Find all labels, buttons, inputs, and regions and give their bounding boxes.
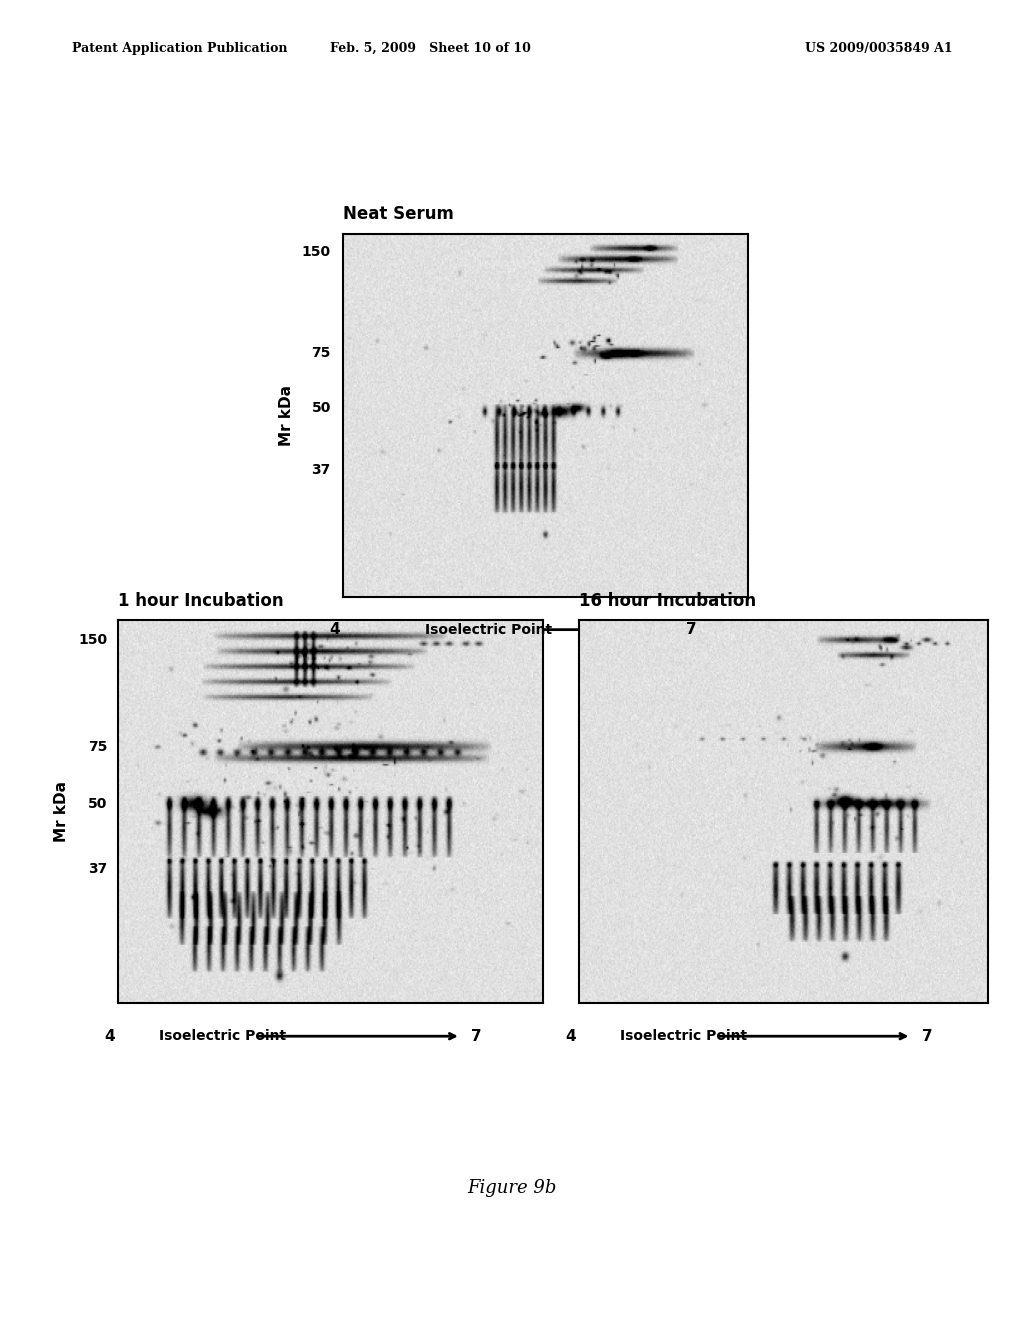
Text: 75: 75	[311, 346, 331, 360]
Text: Feb. 5, 2009   Sheet 10 of 10: Feb. 5, 2009 Sheet 10 of 10	[330, 42, 530, 55]
Text: 50: 50	[311, 401, 331, 414]
Text: 37: 37	[311, 462, 331, 477]
Text: Isoelectric Point: Isoelectric Point	[425, 623, 552, 636]
Text: 7: 7	[686, 622, 696, 638]
Text: Patent Application Publication: Patent Application Publication	[72, 42, 287, 55]
Text: Figure 9b: Figure 9b	[467, 1179, 557, 1197]
Text: 75: 75	[88, 739, 108, 754]
Text: 4: 4	[104, 1028, 115, 1044]
Text: 7: 7	[471, 1028, 481, 1044]
Text: 150: 150	[302, 244, 331, 259]
Text: Mr kDa: Mr kDa	[54, 781, 69, 842]
Text: Isoelectric Point: Isoelectric Point	[620, 1030, 746, 1043]
Text: Isoelectric Point: Isoelectric Point	[159, 1030, 286, 1043]
Text: Neat Serum: Neat Serum	[343, 205, 454, 223]
Text: 4: 4	[330, 622, 340, 638]
Text: 37: 37	[88, 862, 108, 876]
Text: US 2009/0035849 A1: US 2009/0035849 A1	[805, 42, 952, 55]
Text: Mr kDa: Mr kDa	[280, 384, 294, 446]
Text: 1 hour Incubation: 1 hour Incubation	[118, 591, 284, 610]
Text: 150: 150	[79, 632, 108, 647]
Text: 50: 50	[88, 797, 108, 812]
Text: 7: 7	[922, 1028, 932, 1044]
Text: 4: 4	[565, 1028, 575, 1044]
Text: 16 hour Incubation: 16 hour Incubation	[579, 591, 756, 610]
